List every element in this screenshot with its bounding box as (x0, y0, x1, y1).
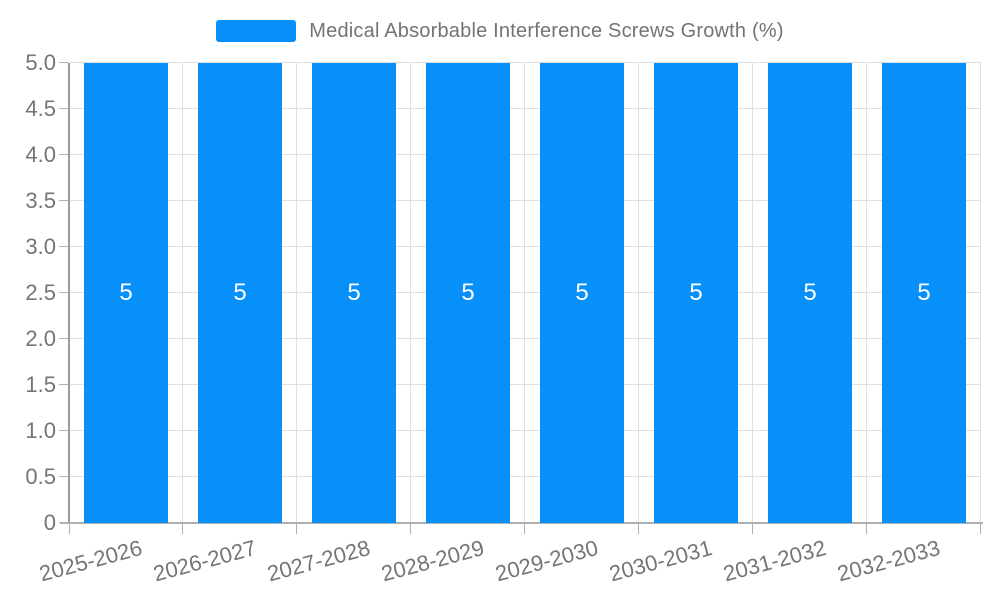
y-axis-label: 3.0 (25, 234, 56, 259)
y-axis-tick (59, 154, 68, 155)
x-axis-tick (980, 523, 981, 534)
y-gridline (69, 246, 981, 247)
x-axis-tick (638, 523, 639, 534)
bar-value-label: 5 (803, 279, 817, 306)
bar-2025-2026[interactable]: 5 (84, 63, 168, 523)
x-axis-label: 2031-2032 (720, 535, 829, 587)
y-axis-label: 3.5 (25, 188, 56, 213)
bar-value-label: 5 (347, 279, 361, 306)
bar-2027-2028[interactable]: 5 (312, 63, 396, 523)
bar-value-label: 5 (689, 279, 703, 306)
bar-2030-2031[interactable]: 5 (654, 63, 738, 523)
plot-area: 0 0.5 1.0 1.5 2.0 2.5 3.0 3.5 4.0 4.5 5.0 5 5 5 5 5 5 5 5 2… (25, 50, 983, 586)
y-axis-tick (59, 430, 68, 431)
x-gridline (638, 63, 639, 523)
x-gridline (182, 63, 183, 523)
y-axis-label: 1.0 (25, 418, 56, 443)
bar-2032-2033[interactable]: 5 (882, 63, 966, 523)
y-axis-label: 2.5 (25, 280, 56, 305)
y-gridline (69, 292, 981, 293)
x-axis-tick (69, 523, 70, 534)
y-axis-tick (59, 200, 68, 201)
y-gridline (69, 154, 981, 155)
y-gridline (69, 338, 981, 339)
x-axis-tick (752, 523, 753, 534)
y-axis-label: 4.0 (25, 142, 56, 167)
x-axis-label: 2032-2033 (834, 535, 943, 587)
bar-value-label: 5 (119, 279, 133, 306)
x-gridline (752, 63, 753, 523)
chart-legend[interactable]: Medical Absorbable Interference Screws G… (0, 14, 1000, 48)
y-axis-label: 0.5 (25, 464, 56, 489)
y-axis-tick (59, 246, 68, 247)
x-gridline (866, 63, 867, 523)
bar-2029-2030[interactable]: 5 (540, 63, 624, 523)
bar-2031-2032[interactable]: 5 (768, 63, 852, 523)
y-axis-tick (59, 62, 68, 63)
y-axis-label: 5.0 (25, 50, 56, 75)
x-axis-label: 2028-2029 (378, 535, 487, 587)
y-gridline (69, 108, 981, 109)
legend-label: Medical Absorbable Interference Screws G… (309, 19, 784, 42)
x-axis-label: 2030-2031 (606, 535, 715, 587)
bar-value-label: 5 (461, 279, 475, 306)
x-axis-label: 2027-2028 (264, 535, 373, 587)
y-gridline (69, 384, 981, 385)
x-axis-line (60, 522, 983, 524)
x-axis-label: 2025-2026 (36, 535, 145, 587)
bar-2026-2027[interactable]: 5 (198, 63, 282, 523)
y-gridline (69, 476, 981, 477)
x-axis-tick (866, 523, 867, 534)
y-axis-tick (59, 476, 68, 477)
legend-swatch (216, 20, 297, 42)
y-gridline (69, 200, 981, 201)
y-axis-label: 2.0 (25, 326, 56, 351)
y-axis-tick (59, 338, 68, 339)
y-gridline (69, 430, 981, 431)
x-gridline (296, 63, 297, 523)
x-axis-label: 2026-2027 (150, 535, 259, 587)
y-gridline (69, 62, 981, 63)
y-axis-tick (59, 292, 68, 293)
y-axis-tick (59, 108, 68, 109)
x-axis-label: 2029-2030 (492, 535, 601, 587)
x-axis-tick (296, 523, 297, 534)
y-axis-label: 0 (43, 510, 56, 535)
x-axis-tick (410, 523, 411, 534)
y-axis-line (68, 63, 70, 523)
x-axis-tick (524, 523, 525, 534)
bar-value-label: 5 (917, 279, 931, 306)
x-gridline (524, 63, 525, 523)
y-axis-tick (59, 384, 68, 385)
x-gridline (980, 63, 981, 523)
bar-value-label: 5 (575, 279, 589, 306)
x-gridline (410, 63, 411, 523)
y-axis-label: 4.5 (25, 96, 56, 121)
x-axis-tick (182, 523, 183, 534)
bar-2028-2029[interactable]: 5 (426, 63, 510, 523)
bar-value-label: 5 (233, 279, 247, 306)
y-axis-label: 1.5 (25, 372, 56, 397)
